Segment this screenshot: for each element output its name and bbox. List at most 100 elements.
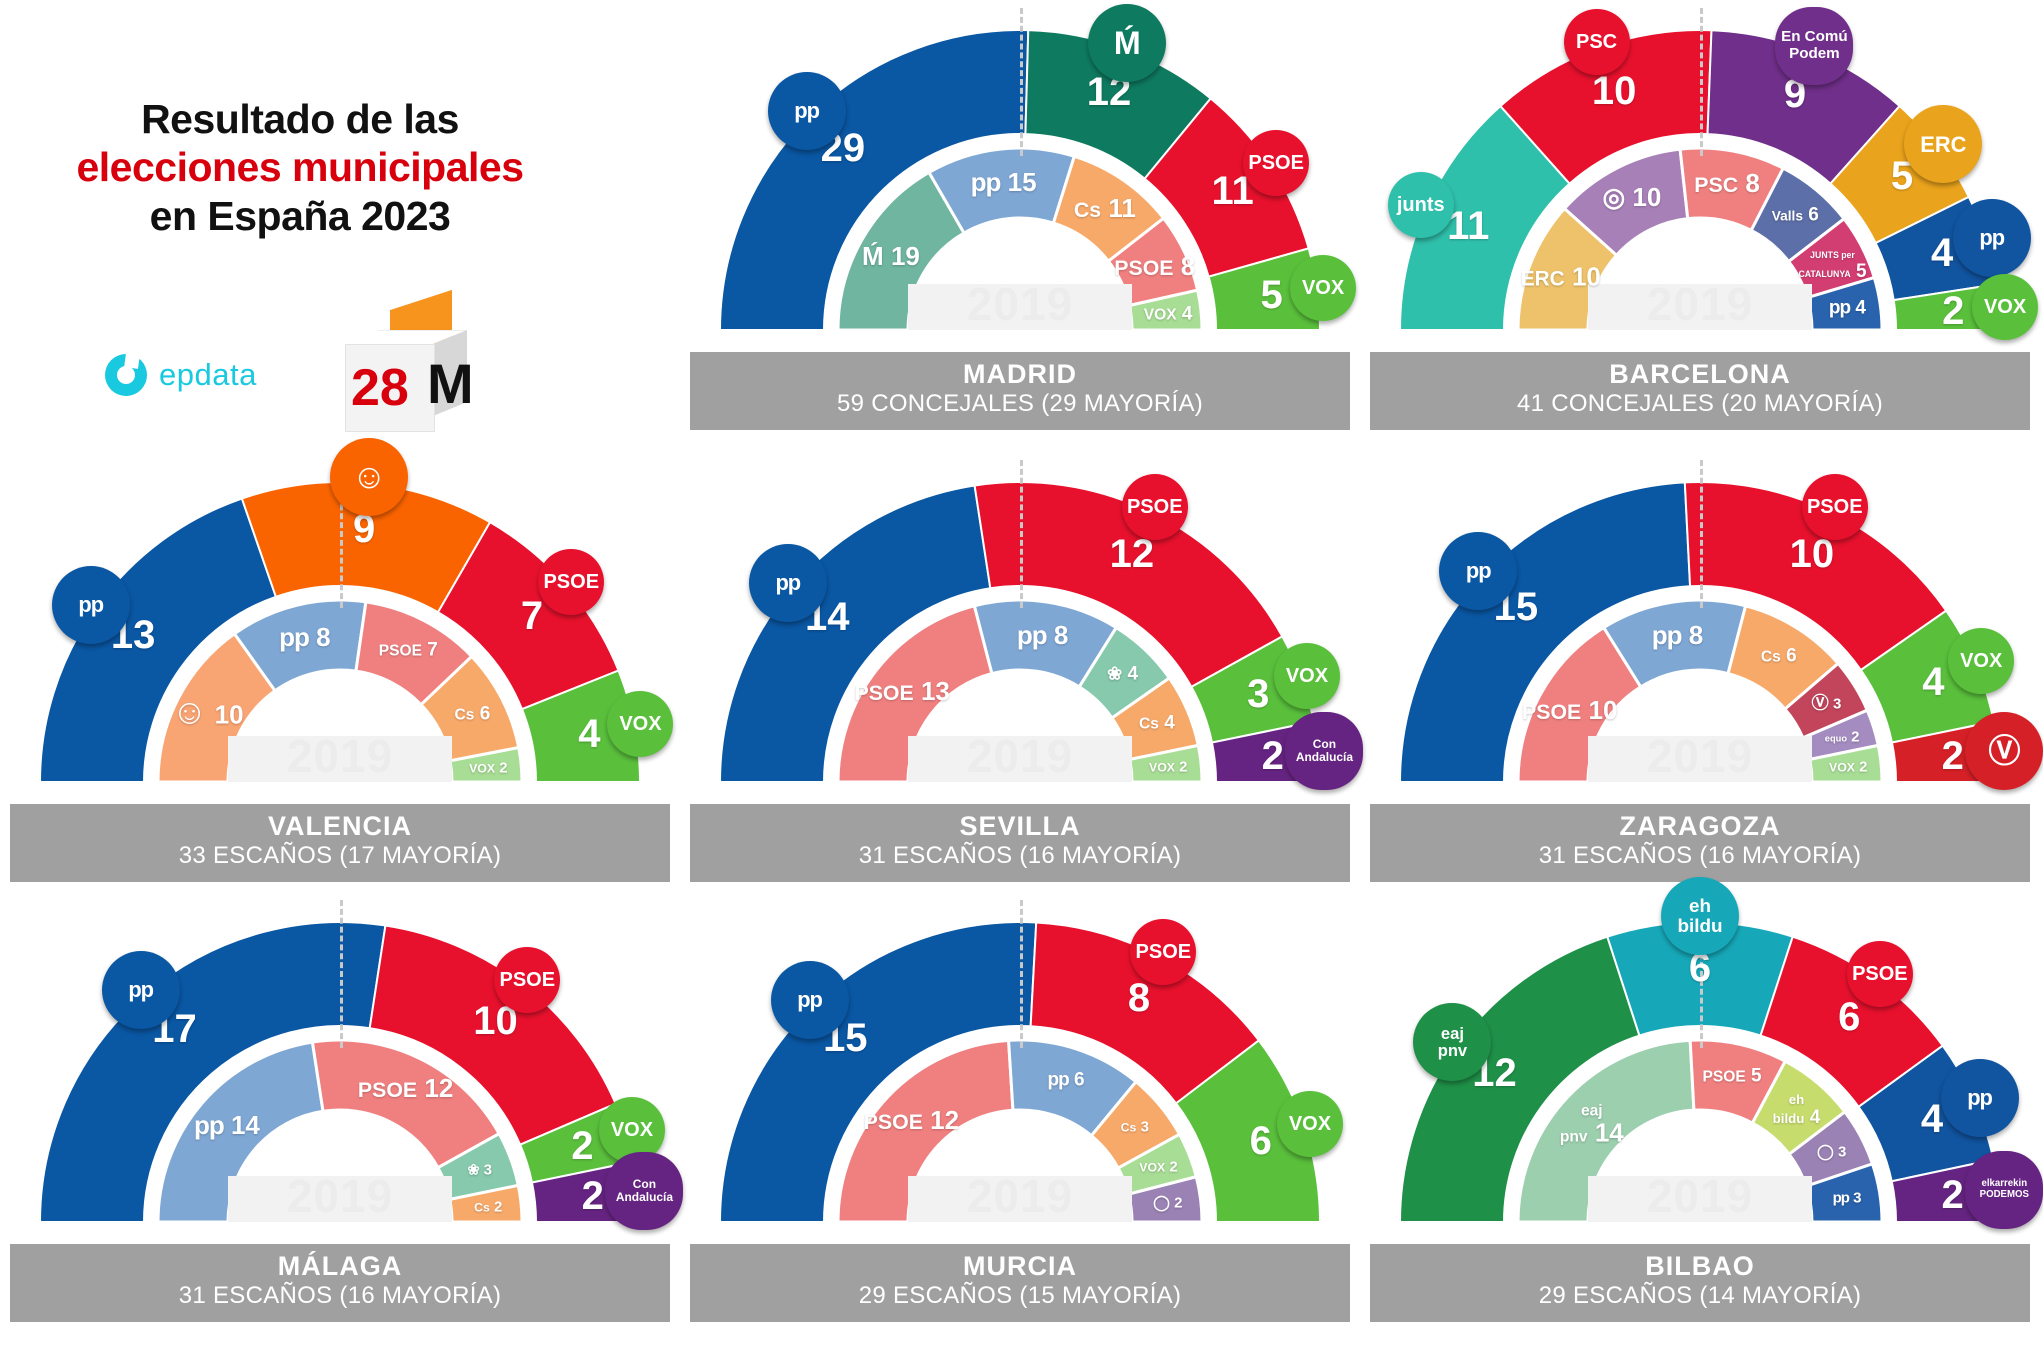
inner-seat-label: PSC 8 <box>1694 170 1760 196</box>
inner-seat-label: PSOE 8 <box>1114 253 1195 279</box>
arc-layer <box>1370 452 2030 882</box>
inner-seat-value: 19 <box>890 240 920 271</box>
inner-seat-value: 12 <box>930 1104 960 1135</box>
inner-party-glyph: VOX <box>1828 760 1855 775</box>
inner-party-glyph: ❀ <box>467 1162 480 1179</box>
inner-seat-label: ◯ 2 <box>1153 1196 1182 1211</box>
inner-party-glyph: pp <box>1832 1189 1850 1207</box>
chart-sevilla: 2019 14 pp 12 PSOE 3 VOX 2 Con Andalucía PSOE 13 … <box>690 452 1364 882</box>
inner-seat-label: pp 8 <box>1652 622 1703 648</box>
outer-seat-value: 3 <box>1247 671 1270 716</box>
party-badge-zec: Ⓥ <box>1965 712 2043 791</box>
inner-party-glyph: Cs <box>1760 648 1781 666</box>
inner-seat-label: Cs 2 <box>474 1199 502 1214</box>
party-badge-psoe: PSOE <box>1243 129 1310 196</box>
semicircle-chart: 2019 11 junts 10 PSC 9 En Comú Podem 5 ERC 4 pp 2 VOX… <box>1370 0 2039 430</box>
party-badge-junts: junts <box>1387 171 1454 238</box>
seat-summary: 31 ESCAÑOS (16 MAYORÍA) <box>858 842 1182 870</box>
inner-seat-value: 2 <box>1174 1194 1183 1212</box>
party-badge-psoe: PSOE <box>1801 474 1868 541</box>
year-label-2019: 2019 <box>1646 730 1754 782</box>
outer-seat-value: 6 <box>1688 946 1712 990</box>
outer-seat-value: 2 <box>1942 288 1965 333</box>
epdata-donut-icon <box>105 354 147 396</box>
inner-party-glyph: pp <box>970 166 1002 197</box>
inner-seat-label: pp 3 <box>1833 1190 1862 1205</box>
party-badge-pp: pp <box>1439 532 1518 611</box>
city-name: MURCIA <box>963 1251 1077 1282</box>
outer-seat-value: 4 <box>1920 1096 1944 1141</box>
inner-party-glyph: ◯ <box>1816 1143 1834 1161</box>
inner-party-glyph: ❀ <box>1107 663 1123 684</box>
inner-seat-label: VOX 2 <box>1149 759 1187 774</box>
inner-seat-value: 14 <box>1594 1117 1624 1148</box>
outer-seat-value: 11 <box>1447 204 1490 249</box>
outer-seat-value: 4 <box>1931 231 1954 276</box>
party-badge-pp: pp <box>770 960 849 1039</box>
ballot-box-icon: 28 M <box>315 289 485 450</box>
title-line-2: elecciones municipales <box>76 144 524 191</box>
city-name: BARCELONA <box>1609 359 1791 390</box>
outer-seat-value: 6 <box>1249 1118 1272 1163</box>
ballot-front <box>345 344 435 432</box>
inner-party-glyph: PSC <box>1694 173 1739 198</box>
chart-valencia: 2019 13 pp 9 ☺ 7 PSOE 4 VOX ☺ 10 pp 8 PSOE 7 Cs <box>10 438 674 882</box>
outer-seat-value: 12 <box>1109 531 1155 576</box>
inner-seat-value: 4 <box>1809 1107 1821 1129</box>
party-badge-comproms: ☺ <box>330 438 409 517</box>
inner-seat-value: 10 <box>1632 182 1662 213</box>
party-badge-encompodem: En Comú Podem <box>1775 7 1854 86</box>
title-line-1: Resultado de las <box>141 96 459 142</box>
inner-seat-label: pp 14 <box>194 1112 260 1138</box>
inner-party-glyph: Cs <box>474 1200 490 1215</box>
chart-barcelona: 2019 11 junts 10 PSC 9 En Comú Podem 5 ERC 4 pp 2 VOX… <box>1370 0 2039 430</box>
party-badge-pp: pp <box>51 565 130 644</box>
arc-layer <box>690 0 1350 430</box>
inner-seat-value: 8 <box>1745 168 1760 199</box>
majority-line <box>1700 8 1703 156</box>
seat-summary: 31 ESCAÑOS (16 MAYORÍA) <box>1538 842 1862 870</box>
inner-seat-value: 6 <box>1786 645 1797 667</box>
inner-seat-label: Cs 11 <box>1074 194 1136 220</box>
arc-layer <box>10 892 670 1322</box>
inner-seat-value: 12 <box>424 1073 454 1104</box>
inner-seat-label: ◎ 10 <box>1602 184 1661 210</box>
inner-seat-value: 10 <box>1588 694 1618 725</box>
ballot-month: M <box>427 352 474 415</box>
ballot-day: 28 <box>351 359 409 417</box>
inner-party-glyph: JUNTS per CATALUNYA <box>1798 249 1855 279</box>
outer-seat-value: 2 <box>581 1174 604 1219</box>
seat-summary: 59 CONCEJALES (29 MAYORÍA) <box>836 390 1204 418</box>
chart-bilbao: 2019 12 eaj pnv 6 eh bildu 6 PSOE 4 pp 2 elkarrekin P… <box>1370 877 2043 1322</box>
inner-seat-value: 10 <box>1571 261 1601 292</box>
ballot-top <box>345 330 467 344</box>
party-badge-msmadrid: Ḿ <box>1088 4 1167 83</box>
inner-seat-value: 8 <box>1688 619 1704 650</box>
seat-summary: 31 ESCAÑOS (16 MAYORÍA) <box>178 1282 502 1310</box>
inner-seat-value: 15 <box>1007 166 1037 197</box>
city-name: SEVILLA <box>959 811 1081 842</box>
majority-line <box>340 460 343 608</box>
outer-seat-value: 10 <box>1789 531 1835 576</box>
semicircle-chart: 2019 15 pp 10 PSOE 4 VOX 2 Ⓥ PSOE 10 pp 8 Cs 6 Ⓥ <box>1370 452 2043 882</box>
majority-line <box>1020 460 1023 608</box>
party-badge-pp: pp <box>1940 1058 2019 1137</box>
page-title: Resultado de las elecciones municipales … <box>40 95 560 240</box>
party-badge-psoe: PSOE <box>1121 474 1188 541</box>
inner-party-glyph: Cs <box>1139 715 1159 733</box>
party-badge-psc: PSC <box>1563 9 1630 75</box>
party-badge-conandaluca: Con Andalucía <box>605 1152 684 1231</box>
inner-seat-value: 11 <box>1108 192 1136 223</box>
outer-seat-value: 7 <box>520 593 544 638</box>
party-badge-psoe: PSOE <box>494 947 561 1014</box>
inner-party-glyph: PSOE <box>854 680 914 705</box>
chart-zaragoza: 2019 15 pp 10 PSOE 4 VOX 2 Ⓥ PSOE 10 pp 8 Cs 6 Ⓥ <box>1370 452 2043 882</box>
inner-seat-label: pp 15 <box>971 169 1037 195</box>
arc-layer <box>690 452 1350 882</box>
seat-summary: 29 ESCAÑOS (15 MAYORÍA) <box>858 1282 1182 1310</box>
epdata-label: epdata <box>159 357 257 392</box>
inner-party-glyph: ☺ <box>171 692 208 732</box>
inner-seat-value: 3 <box>483 1161 492 1179</box>
inner-seat-label: PSOE 7 <box>379 640 438 659</box>
